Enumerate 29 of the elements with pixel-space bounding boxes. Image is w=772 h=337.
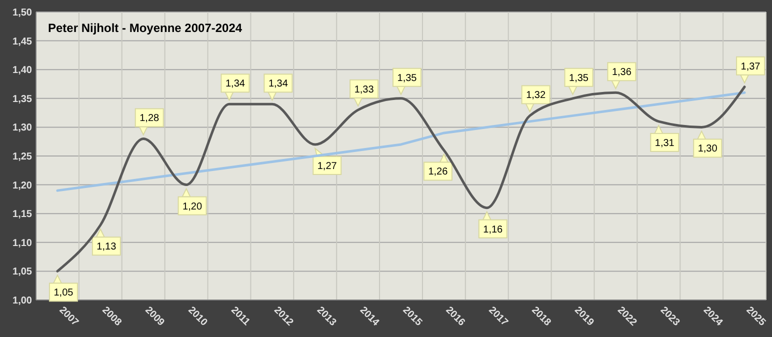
data-label: 1,32 xyxy=(526,90,546,102)
y-tick-label: 1,05 xyxy=(12,266,32,278)
data-label: 1,36 xyxy=(612,67,632,78)
data-label: 1,26 xyxy=(428,166,448,178)
y-tick-label: 1,25 xyxy=(12,152,32,162)
data-label: 1,13 xyxy=(96,242,117,253)
y-tick-label: 1,20 xyxy=(12,180,32,192)
data-label: 1,33 xyxy=(354,84,374,96)
y-tick-label: 1,45 xyxy=(12,36,32,48)
y-tick-label: 1,35 xyxy=(12,94,32,105)
data-label: 1,16 xyxy=(483,224,504,236)
y-tick-label: 1,15 xyxy=(12,209,32,220)
data-label: 1,31 xyxy=(654,138,675,149)
data-label: 1,30 xyxy=(698,144,718,155)
data-label: 1,34 xyxy=(268,78,288,90)
y-tick-label: 1,30 xyxy=(12,122,32,134)
y-tick-label: 1,50 xyxy=(12,8,32,18)
y-tick-label: 1,10 xyxy=(12,238,32,249)
data-label: 1,20 xyxy=(182,201,202,212)
y-tick-label: 1,00 xyxy=(12,296,32,306)
data-label: 1,28 xyxy=(140,113,160,124)
data-label: 1,05 xyxy=(54,288,74,299)
data-label: 1,34 xyxy=(226,78,246,90)
data-label: 1,37 xyxy=(740,61,761,72)
text: Peter Nijholt - Moyenne 2007-2024 xyxy=(48,21,242,35)
data-label: 1,35 xyxy=(569,72,589,84)
data-label: 1,27 xyxy=(317,160,338,172)
data-label: 1,35 xyxy=(397,72,418,84)
y-tick-label: 1,40 xyxy=(12,65,32,76)
